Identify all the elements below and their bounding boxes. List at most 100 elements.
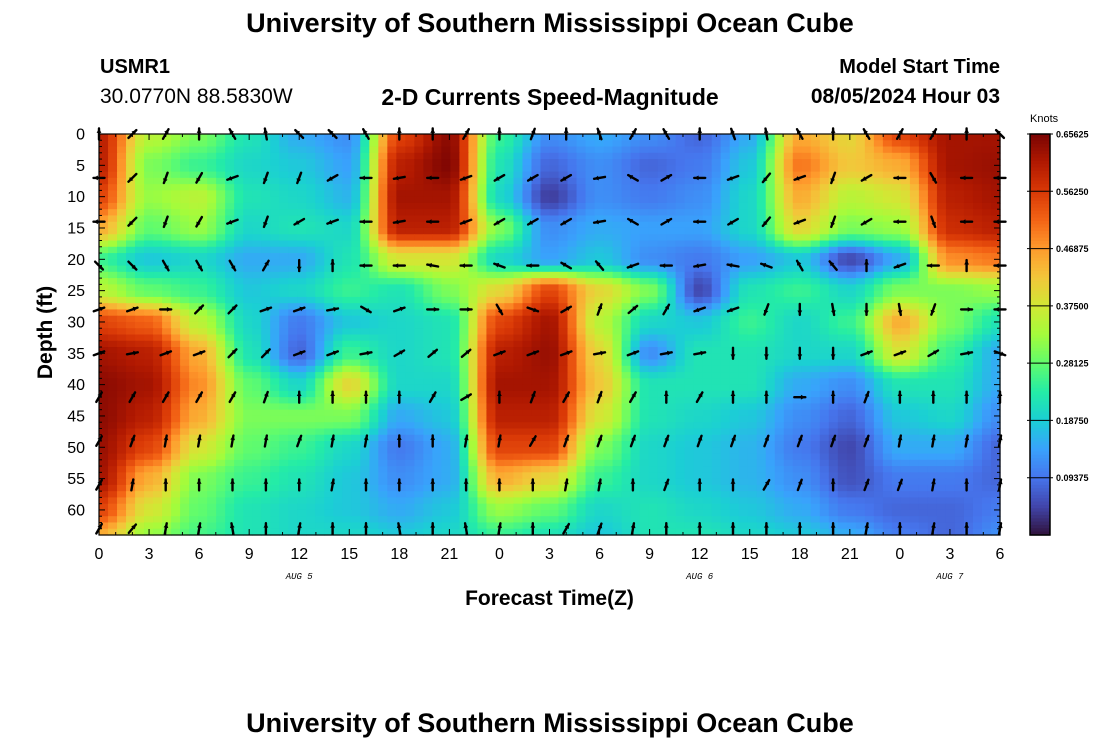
heatmap-cell xyxy=(990,384,1001,392)
heatmap-cell xyxy=(270,190,280,198)
heatmap-cell xyxy=(342,415,352,423)
heatmap-cell xyxy=(441,365,451,373)
heatmap-cell xyxy=(738,209,749,217)
heatmap-cell xyxy=(603,278,614,285)
heatmap-cell xyxy=(171,171,181,179)
heatmap-cell xyxy=(486,190,497,198)
heatmap-cell xyxy=(621,340,632,348)
heatmap-cell xyxy=(477,441,488,448)
heatmap-cell xyxy=(360,209,370,217)
heatmap-cell xyxy=(864,403,875,411)
heatmap-cell xyxy=(405,265,415,273)
heatmap-cell xyxy=(972,384,983,392)
heatmap-cell xyxy=(99,202,109,210)
heatmap-cell xyxy=(297,240,307,248)
heatmap-cell xyxy=(738,227,749,235)
heatmap-cell xyxy=(918,209,929,217)
heatmap-cell xyxy=(486,234,497,242)
heatmap-cell xyxy=(432,171,442,179)
heatmap-cell xyxy=(756,397,767,405)
heatmap-cell xyxy=(180,384,190,392)
heatmap-cell xyxy=(738,428,749,436)
heatmap-cell xyxy=(963,415,974,423)
heatmap-cell xyxy=(837,184,848,191)
heatmap-cell xyxy=(774,134,785,141)
heatmap-cell xyxy=(900,177,911,185)
heatmap-cell xyxy=(423,290,433,298)
heatmap-cell xyxy=(963,434,974,442)
heatmap-cell xyxy=(990,177,1001,185)
heatmap-cell xyxy=(810,165,821,173)
heatmap-cell xyxy=(738,328,749,336)
heatmap-cell xyxy=(891,409,902,417)
heatmap-cell xyxy=(306,309,316,317)
heatmap-cell xyxy=(558,415,569,423)
heatmap-cell xyxy=(135,209,145,217)
heatmap-cell xyxy=(630,315,641,323)
heatmap-cell xyxy=(108,403,118,411)
heatmap-cell xyxy=(153,284,163,292)
heatmap-cell xyxy=(648,271,659,279)
heatmap-cell xyxy=(954,271,965,279)
heatmap-cell xyxy=(360,246,370,254)
heatmap-cell xyxy=(459,240,470,248)
heatmap-cell xyxy=(360,202,370,210)
heatmap-cell xyxy=(936,321,947,329)
heatmap-cell xyxy=(801,328,812,336)
heatmap-cell xyxy=(612,359,623,367)
heatmap-cell xyxy=(621,347,632,354)
heatmap-cell xyxy=(693,422,704,430)
heatmap-cell xyxy=(684,165,695,173)
heatmap-cell xyxy=(126,415,136,423)
heatmap-cell xyxy=(288,234,298,242)
heatmap-cell xyxy=(288,284,298,292)
heatmap-cell xyxy=(360,134,370,141)
heatmap-cell xyxy=(873,296,884,304)
heatmap-cell xyxy=(549,146,560,154)
heatmap-cell xyxy=(423,159,433,166)
heatmap-cell xyxy=(936,152,947,160)
heatmap-cell xyxy=(360,409,370,417)
heatmap-cell xyxy=(756,353,767,361)
heatmap-cell xyxy=(468,196,479,204)
heatmap-cell xyxy=(369,278,379,285)
heatmap-cell xyxy=(981,253,992,260)
heatmap-cell xyxy=(135,441,145,448)
heatmap-cell xyxy=(288,309,298,317)
heatmap-cell xyxy=(603,240,614,248)
heatmap-cell xyxy=(225,290,235,298)
heatmap-cell xyxy=(882,415,893,423)
heatmap-cell xyxy=(639,215,650,223)
heatmap-cell xyxy=(225,221,235,229)
heatmap-cell xyxy=(891,271,902,279)
heatmap-cell xyxy=(864,253,875,260)
heatmap-cell xyxy=(738,303,749,311)
heatmap-cell xyxy=(882,253,893,260)
heatmap-cell xyxy=(846,278,857,285)
heatmap-cell xyxy=(684,428,695,436)
heatmap-cell xyxy=(144,278,154,285)
heatmap-cell xyxy=(729,246,740,254)
heatmap-cell xyxy=(513,146,524,154)
heatmap-cell xyxy=(495,296,506,304)
heatmap-cell xyxy=(531,290,542,298)
heatmap-cell xyxy=(549,328,560,336)
heatmap-cell xyxy=(162,184,172,191)
heatmap-cell xyxy=(351,409,361,417)
heatmap-cell xyxy=(108,202,118,210)
heatmap-cell xyxy=(540,290,551,298)
heatmap-cell xyxy=(99,271,109,279)
heatmap-cell xyxy=(990,409,1001,417)
heatmap-cell xyxy=(189,441,199,448)
heatmap-cell xyxy=(954,321,965,329)
heatmap-cell xyxy=(801,340,812,348)
heatmap-cell xyxy=(351,365,361,373)
heatmap-cell xyxy=(504,196,515,204)
heatmap-cell xyxy=(216,227,226,235)
heatmap-cell xyxy=(666,165,677,173)
heatmap-cell xyxy=(513,234,524,242)
heatmap-cell xyxy=(531,434,542,442)
heatmap-cell xyxy=(675,190,686,198)
heatmap-cell xyxy=(441,309,451,317)
heatmap-cell xyxy=(855,390,866,398)
